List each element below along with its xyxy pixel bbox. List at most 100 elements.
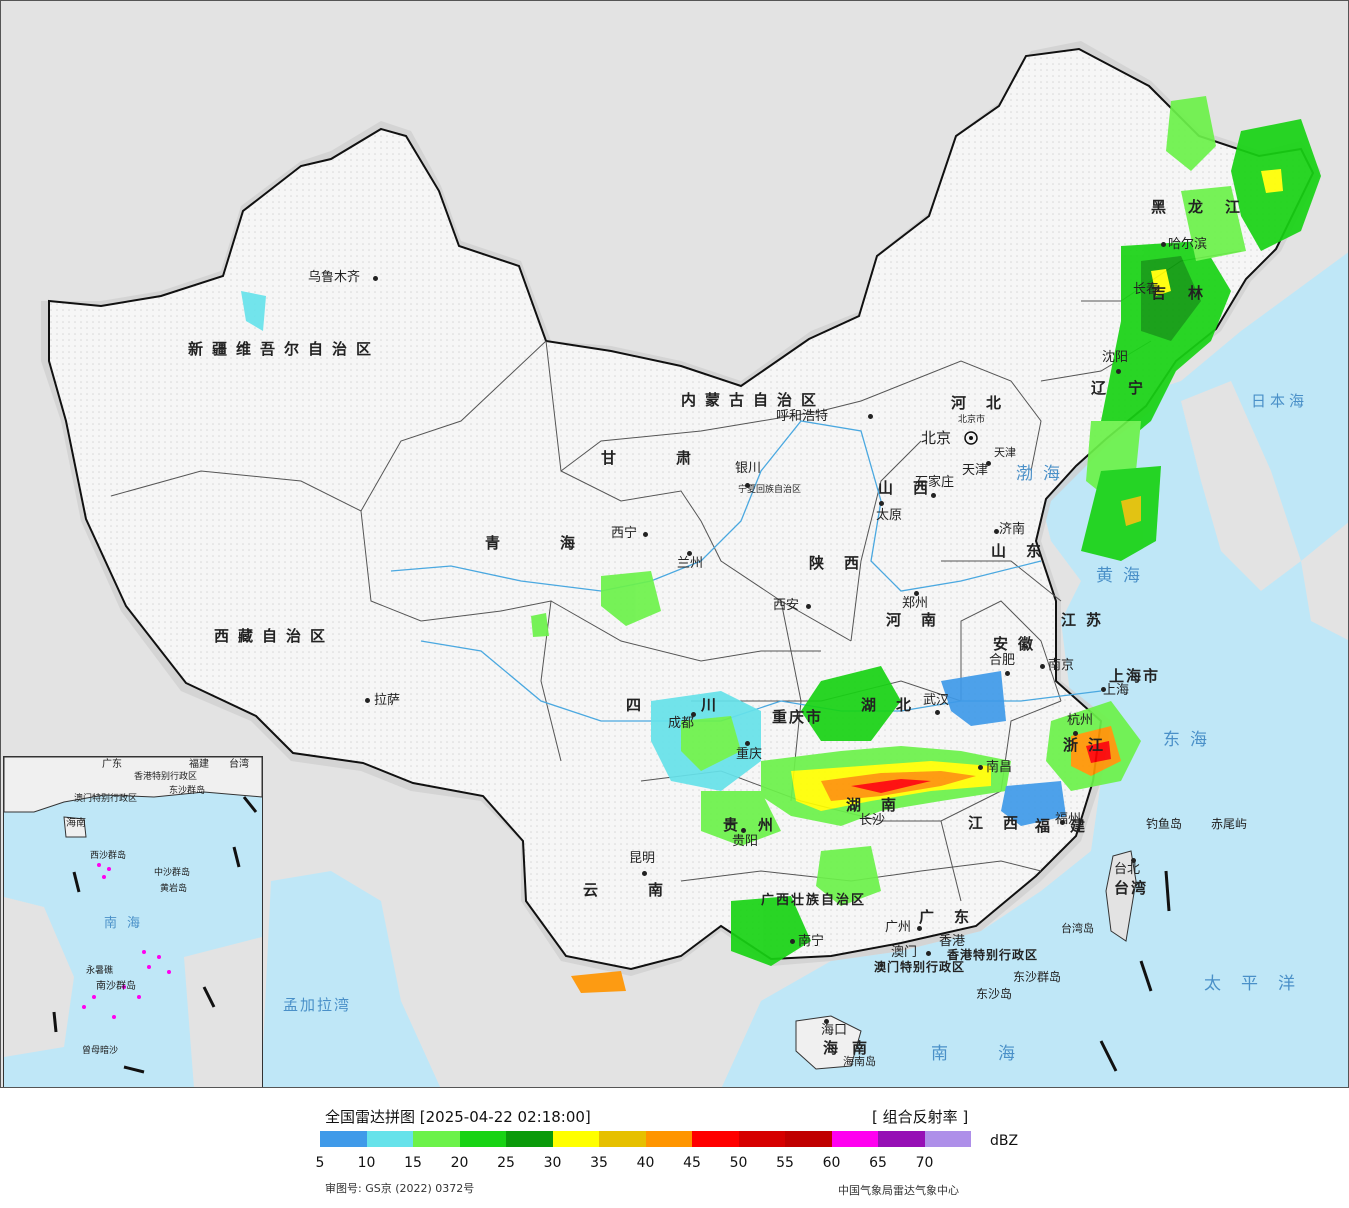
province-label: 山东 [991,542,1062,560]
city-label: 杭州 [1067,713,1094,728]
province-label: 海南 [823,1039,882,1057]
sea-label: 南海 [931,1044,1065,1064]
city-label: 太原 [876,508,903,523]
city-label: 乌鲁木齐 [308,270,361,285]
legend-swatch [785,1131,832,1147]
province-label: 宁夏回族自治区 [738,485,802,495]
east-sea [721,252,1348,1087]
echo-northeast [1081,96,1321,561]
legend-tick: 40 [636,1155,655,1171]
city-label: 银川 [735,461,762,476]
province-label: 河北 [951,394,1022,412]
sea-label: 黄海 [1096,566,1150,586]
island-label: 钓鱼岛 [1146,817,1183,831]
color-scale [320,1131,971,1147]
island-label: 东沙岛 [976,987,1013,1001]
city-label: 贵阳 [732,834,759,849]
province-label: 澳门特别行政区 [874,960,966,974]
korea-land [1181,381,1301,591]
city-label: 西宁 [611,526,638,541]
color-scale-ticks: 5 10 15 20 25 30 35 40 45 50 55 60 65 70 [305,1155,985,1173]
capital-marker [964,431,978,445]
city-label: 昆明 [629,851,656,866]
province-label: 吉林 [1151,284,1226,302]
city-label: 西安 [773,598,800,613]
province-label: 青海 [485,534,636,552]
island-label: 海南岛 [843,1055,876,1068]
legend-tick: 45 [683,1155,701,1171]
city-label: 香港 [939,934,966,949]
city-label: 天津 [962,463,989,478]
legend-tick: 10 [357,1155,376,1171]
city-label: 长春 [1133,282,1160,297]
legend-tick: 5 [315,1155,325,1171]
inset-label: 中沙群岛 [154,868,191,878]
city-label: 南宁 [798,934,825,949]
island-label: 赤尾屿 [1211,817,1248,831]
data-source: 中国气象局雷达气象中心 [838,1184,959,1197]
city-label: 石家庄 [915,475,955,490]
south-china-sea-inset: 广东 福建 台湾 香港特别行政区 澳门特别行政区 东沙群岛 海南 西沙群岛 中沙… [3,756,263,1087]
city-label: 上海 [1103,683,1130,698]
legend-swatch [552,1131,599,1147]
inset-label: 香港特别行政区 [134,772,198,782]
inset-label: 东沙群岛 [169,786,206,796]
legend-tick: 60 [822,1155,841,1171]
echo-south-central [241,291,1141,993]
city-label: 澳门 [891,945,918,960]
legend-tick: 15 [404,1155,422,1171]
province-label: 新疆维吾尔自治区 [188,340,381,358]
taiwan-island [1105,850,1137,942]
province-label: 北京市 [958,415,986,425]
sea-label: 东海 [1163,730,1217,750]
legend-swatch [924,1131,971,1147]
province-label: 上海市 [1109,667,1161,685]
city-label: 长沙 [859,813,886,828]
legend-tick: 55 [776,1155,794,1171]
radar-echoes [241,96,1321,993]
city-label: 郑州 [902,596,929,611]
province-label: 广西壮族自治区 [761,893,867,908]
approval-number: 审图号: GS京 (2022) 0372号 [325,1182,475,1195]
city-label: 呼和浩特 [776,409,829,424]
legend-swatch [599,1131,646,1147]
city-label: 武汉 [923,693,950,708]
unit-label: dBZ [990,1133,1019,1149]
city-label: 重庆 [736,747,763,762]
legend-swatch [831,1131,878,1147]
province-label: 山西 [878,479,949,497]
province-label: 天津 [994,446,1016,459]
city-label: 广州 [885,920,912,935]
sea-label: 渤海 [1016,464,1070,484]
province-label: 黑龙江 [1151,198,1263,216]
legend-swatch [692,1131,739,1147]
bay-of-bengal [261,871,441,1087]
radar-map[interactable]: 新疆维吾尔自治区 西藏自治区 青海 甘肃 四川 云南 内蒙古自治区 黑龙江 吉林… [0,0,1349,1088]
legend-tick: 70 [915,1155,934,1171]
legend-tick: 25 [497,1155,515,1171]
legend-tick: 35 [590,1155,608,1171]
province-label: 重庆市 [772,708,824,726]
inset-label: 广东 [102,759,122,770]
legend-swatch [878,1131,925,1147]
province-label: 陕西 [809,554,880,572]
province-label: 内蒙古自治区 [681,391,826,409]
legend-swatch [366,1131,413,1147]
province-label: 福建 [1035,817,1106,835]
inset-label: 福建 [189,759,209,770]
city-label: 拉萨 [374,693,401,708]
sea-label: 孟加拉湾 [283,996,352,1014]
inset-label: 海南 [66,818,86,829]
city-label: 台北 [1114,862,1141,877]
province-label: 辽宁 [1091,379,1166,397]
legend-swatch [413,1131,460,1147]
city-label: 南京 [1048,658,1075,673]
inset-label: 黄岩岛 [160,884,188,894]
inset-label: 永暑礁 [86,966,114,976]
inset-label: 曾母暗沙 [82,1046,119,1056]
city-label: 成都 [668,716,695,731]
legend-tick: 65 [869,1155,887,1171]
city-label: 沈阳 [1102,350,1129,365]
map-title: 全国雷达拼图 [2025-04-22 02:18:00] [325,1108,591,1126]
city-label: 合肥 [989,653,1016,668]
